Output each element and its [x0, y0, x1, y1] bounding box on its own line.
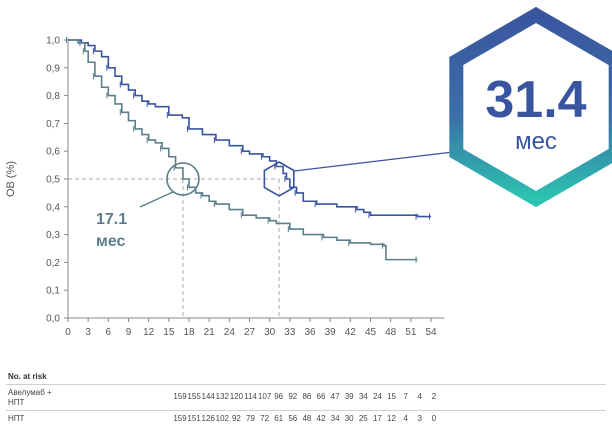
risk-value: 2 — [431, 392, 437, 401]
x-tick-label: 33 — [284, 327, 296, 338]
x-tick-label: 36 — [304, 327, 316, 338]
y-tick-label: 0,5 — [46, 175, 60, 186]
y-tick-label: 0,7 — [46, 119, 60, 130]
risk-value: 48 — [302, 414, 312, 423]
x-tick-label: 30 — [264, 327, 276, 338]
risk-row-npt: НПТ 159 151 126 102 92 79 72 61 56 48 42 34 30 25 17 12… — [0, 414, 612, 424]
y-tick-label: 1,0 — [46, 36, 60, 47]
x-tick-label: 3 — [85, 327, 91, 338]
y-tick-label: 0,0 — [46, 314, 60, 325]
risk-value: 12 — [387, 414, 396, 423]
risk-value: 86 — [302, 392, 312, 401]
median-right-value: 31.4 — [485, 71, 586, 129]
risk-value: 79 — [246, 414, 255, 423]
risk-value: 120 — [229, 392, 244, 401]
risk-table-title: No. at risk — [8, 372, 47, 381]
risk-value: 92 — [231, 414, 241, 423]
risk-value: 96 — [274, 392, 284, 401]
x-tick-label: 45 — [365, 327, 377, 338]
median-left-value: 17.1 — [96, 211, 127, 228]
x-tick-label: 15 — [163, 327, 175, 338]
y-axis-label: ОВ (%) — [5, 161, 17, 197]
axes: 0 3 6 9 12 15 18 21 24 27 30 33 36 39 42 45 48 51 540,00,1… — [5, 36, 445, 338]
risk-value: 92 — [288, 392, 298, 401]
risk-row-label: НПТ — [8, 414, 25, 423]
risk-value: 42 — [316, 414, 326, 423]
risk-row-avelumab: Авелумаб + НПТ 159 155 144 132 120 114 107 96 92… — [0, 388, 612, 410]
x-tick-label: 18 — [183, 327, 195, 338]
risk-value: 4 — [403, 414, 408, 423]
median-right-pointer — [294, 151, 454, 172]
y-tick-label: 0,4 — [46, 202, 60, 213]
x-tick-label: 21 — [204, 327, 216, 338]
x-tick-label: 39 — [325, 327, 337, 338]
y-tick-label: 0,1 — [46, 286, 60, 297]
median-left-unit: мес — [96, 233, 126, 250]
risk-value: 47 — [330, 392, 340, 401]
risk-value: 56 — [288, 414, 298, 423]
x-tick-label: 12 — [143, 327, 155, 338]
y-tick-label: 0,9 — [46, 63, 60, 74]
x-tick-label: 24 — [224, 327, 236, 338]
y-tick-label: 0,2 — [46, 258, 60, 269]
risk-value: 17 — [372, 414, 382, 423]
risk-value: 15 — [387, 392, 396, 401]
risk-value: 102 — [215, 414, 229, 423]
median-left-circle — [166, 162, 200, 196]
series-line — [68, 39, 418, 261]
y-tick-label: 0,6 — [46, 147, 60, 158]
risk-value: 34 — [330, 414, 340, 423]
series-1 — [66, 37, 418, 263]
x-tick-label: 51 — [405, 327, 417, 338]
y-tick-label: 0,3 — [46, 230, 60, 241]
risk-table-divider — [6, 410, 606, 411]
risk-value: 66 — [316, 392, 326, 401]
risk-value: 39 — [344, 392, 354, 401]
risk-value: 0 — [431, 414, 437, 423]
risk-value: 126 — [201, 414, 215, 423]
risk-value: 30 — [344, 414, 354, 423]
y-tick-label: 0,8 — [46, 91, 60, 102]
x-tick-label: 54 — [425, 327, 437, 338]
risk-row-label: Авелумаб + НПТ — [8, 388, 52, 407]
risk-value: 4 — [417, 392, 422, 401]
median-right-hexagon — [263, 161, 295, 197]
risk-value: 61 — [274, 414, 284, 423]
median-guides — [68, 178, 280, 318]
risk-value: 132 — [215, 392, 229, 401]
risk-value: 144 — [201, 392, 215, 401]
series-layer — [66, 37, 431, 263]
median-right-badge — [449, 6, 612, 208]
risk-table-divider — [6, 384, 606, 385]
risk-value: 25 — [358, 414, 368, 423]
risk-value: 24 — [372, 392, 382, 401]
risk-value: 72 — [260, 414, 270, 423]
risk-value: 3 — [417, 414, 422, 423]
risk-value: 34 — [358, 392, 368, 401]
median-left-pointer — [139, 191, 174, 208]
risk-value: 7 — [403, 392, 408, 401]
risk-value: 114 — [244, 392, 257, 401]
survival-chart: 0 3 6 9 12 15 18 21 24 27 30 33 36 39 42 45 48 51 540,00,1… — [5, 6, 612, 338]
x-tick-label: 42 — [345, 327, 357, 338]
x-tick-label: 6 — [106, 327, 112, 338]
x-tick-label: 0 — [65, 327, 71, 338]
x-tick-label: 27 — [244, 327, 256, 338]
x-tick-label: 9 — [126, 327, 132, 338]
x-tick-label: 48 — [385, 327, 397, 338]
risk-value: 107 — [257, 392, 272, 401]
median-right-unit: мес — [515, 128, 557, 155]
risk-value: 159 — [173, 392, 187, 401]
series-0 — [66, 37, 431, 220]
risk-value: 159 — [173, 414, 187, 423]
series-line — [68, 39, 431, 218]
risk-value: 151 — [187, 414, 201, 423]
risk-value: 155 — [187, 392, 201, 401]
